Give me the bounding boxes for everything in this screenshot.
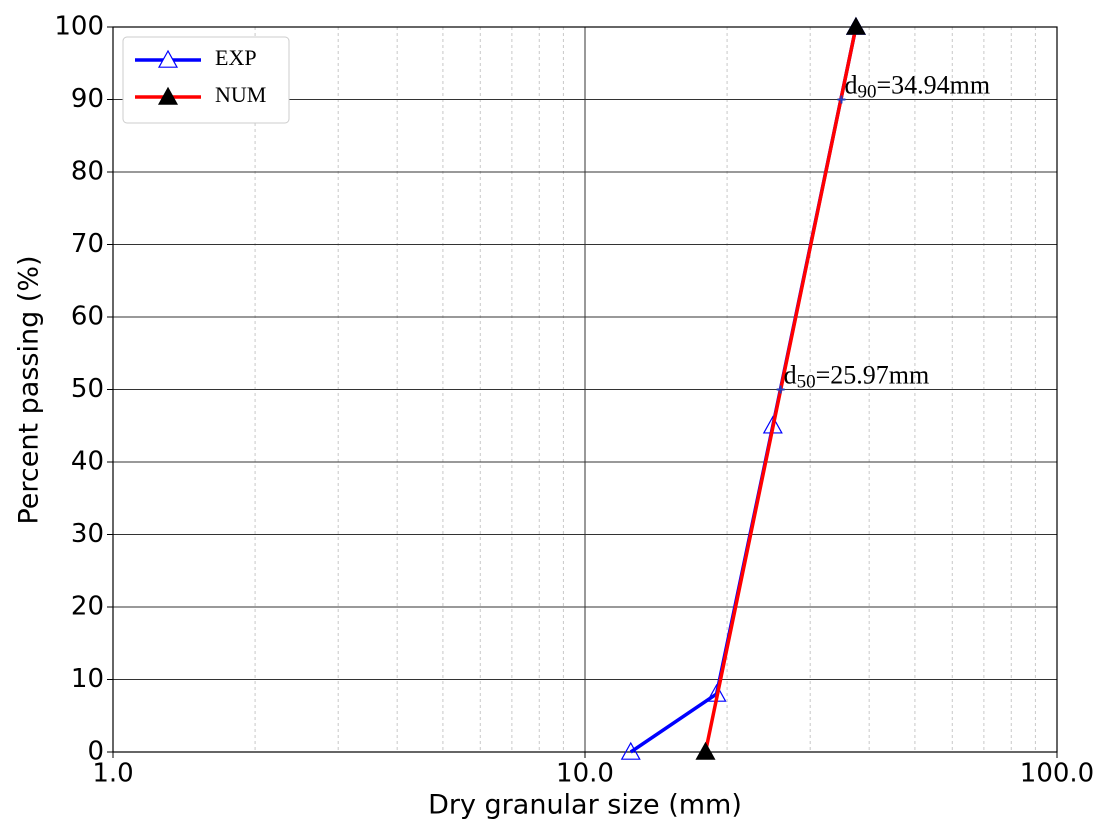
y-tick-label: 20	[71, 592, 104, 622]
annotation-subscript: 90	[857, 82, 876, 103]
legend-box	[122, 36, 290, 124]
y-tick-label: 90	[71, 84, 104, 114]
annotation-prefix: d	[844, 70, 857, 99]
y-tick-label: 60	[71, 302, 104, 332]
y-tick-label: 0	[87, 737, 104, 767]
y-tick-label: 40	[71, 447, 104, 477]
y-tick-label: 50	[71, 374, 104, 404]
x-tick-label: 100.0	[1020, 759, 1094, 789]
annotation-prefix: d	[784, 360, 797, 389]
annotation: d50=25.97mm	[784, 360, 930, 392]
legend-marker	[157, 86, 179, 105]
point-marker	[845, 16, 866, 35]
annotation-marker	[776, 385, 785, 394]
annotation-marker	[837, 95, 846, 104]
y-tick-label: 30	[71, 519, 104, 549]
legend-label: EXP	[215, 45, 257, 70]
point-marker	[620, 741, 641, 760]
annotation-suffix: =34.94mm	[876, 70, 990, 99]
x-tick-label: 1.0	[92, 759, 133, 789]
y-tick-label: 10	[71, 664, 104, 694]
legend-marker	[157, 49, 179, 68]
y-axis-label: Percent passing (%)	[14, 255, 45, 524]
plot-frame	[112, 26, 1058, 753]
y-tick-label: 80	[71, 157, 104, 187]
annotation-subscript: 50	[797, 372, 816, 393]
legend-label: NUM	[215, 82, 266, 107]
annotation: d90=34.94mm	[844, 70, 990, 102]
x-axis-label: Dry granular size (mm)	[428, 790, 742, 821]
y-tick-label: 70	[71, 229, 104, 259]
point-marker	[695, 741, 716, 760]
y-tick-label: 100	[54, 12, 104, 42]
x-tick-label: 10.0	[556, 759, 614, 789]
annotation-suffix: =25.97mm	[816, 360, 930, 389]
